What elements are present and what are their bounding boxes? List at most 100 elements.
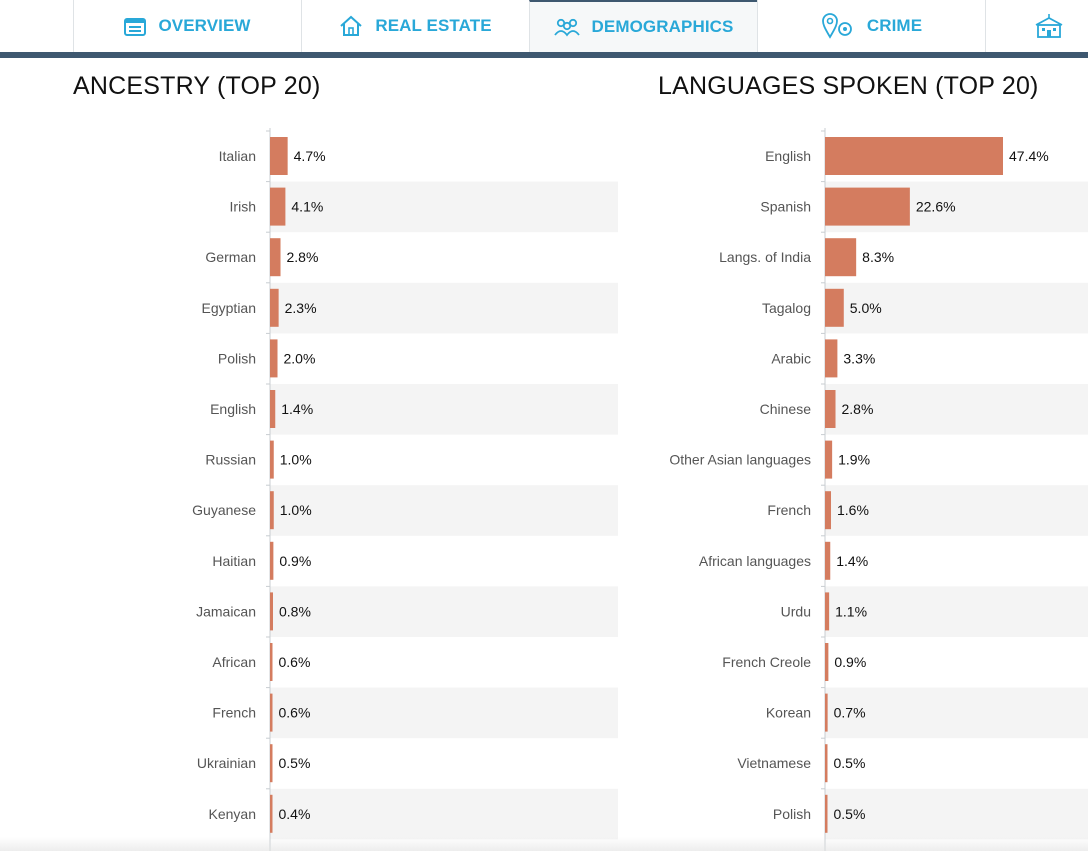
bar	[825, 693, 828, 732]
category-label: Urdu	[781, 603, 811, 619]
category-label: Haitian	[212, 553, 256, 569]
tab-crime-label: CRIME	[866, 16, 923, 35]
people-icon	[553, 18, 580, 37]
bar	[825, 440, 833, 479]
category-label: Polish	[218, 350, 256, 366]
row-stripe	[270, 687, 618, 739]
bar	[270, 440, 274, 479]
bar	[270, 592, 274, 631]
bar	[270, 187, 286, 226]
bar	[825, 288, 844, 327]
value-label: 1.1%	[835, 603, 867, 619]
bar	[270, 794, 273, 833]
tab-real-estate-label: REAL ESTATE	[375, 16, 492, 35]
category-label: French	[212, 705, 256, 721]
ancestry-title: ANCESTRY (TOP 20)	[73, 72, 321, 100]
value-label: 2.0%	[284, 350, 316, 366]
category-label: French Creole	[722, 654, 811, 670]
value-label: 0.6%	[279, 705, 311, 721]
value-label: 5.0%	[850, 300, 882, 316]
category-label: Guyanese	[192, 502, 256, 518]
ancestry-chart: Italian 4.7% Irish 4.1% German 2.8% Egyptian 2.…	[0, 128, 640, 851]
category-label: Irish	[230, 199, 256, 215]
tab-overview-label: OVERVIEW	[158, 16, 251, 35]
row-stripe	[825, 384, 1088, 435]
bar	[825, 339, 838, 378]
bar	[825, 744, 828, 783]
value-label: 4.1%	[291, 199, 323, 215]
bar	[270, 339, 278, 378]
bar	[825, 137, 1003, 175]
bar	[270, 643, 273, 681]
row-stripe	[270, 384, 618, 435]
category-label: Ukrainian	[197, 755, 256, 771]
value-label: 0.8%	[279, 603, 311, 619]
bar	[270, 238, 281, 277]
bar	[825, 491, 832, 530]
tab-real-estate[interactable]: REAL ESTATE	[301, 0, 529, 52]
value-label: 0.5%	[834, 806, 866, 822]
value-label: 0.5%	[279, 755, 311, 771]
value-label: 0.5%	[834, 755, 866, 771]
tab-demographics[interactable]: DEMOGRAPHICS	[529, 0, 757, 52]
row-stripe	[270, 282, 618, 334]
category-label: Spanish	[760, 199, 811, 215]
category-label: German	[205, 249, 256, 265]
category-label: Other Asian languages	[669, 452, 811, 468]
nav-underline-bar	[0, 52, 1088, 58]
bar	[825, 592, 830, 631]
bar	[270, 288, 279, 327]
value-label: 2.8%	[842, 401, 874, 417]
row-stripe	[825, 282, 1088, 334]
category-label: Langs. of India	[719, 249, 811, 265]
category-label: French	[767, 502, 811, 518]
value-label: 0.7%	[834, 705, 866, 721]
category-label: Polish	[773, 806, 811, 822]
category-label: African	[212, 654, 256, 670]
category-label: Chinese	[760, 401, 812, 417]
value-label: 1.0%	[280, 502, 312, 518]
house-icon	[340, 15, 362, 36]
top-nav: OVERVIEW REAL ESTATE DEMOGRAPHICS CRIME	[0, 0, 1088, 52]
row-stripe	[270, 586, 618, 637]
bar	[270, 137, 288, 175]
category-label: Tagalog	[762, 300, 811, 316]
bar	[825, 187, 910, 226]
value-label: 22.6%	[916, 199, 956, 215]
value-label: 0.6%	[279, 654, 311, 670]
category-label: Arabic	[771, 350, 811, 366]
category-label: Egyptian	[202, 300, 256, 316]
languages-title: LANGUAGES SPOKEN (TOP 20)	[658, 72, 1039, 100]
value-label: 3.3%	[843, 350, 875, 366]
row-stripe	[270, 788, 618, 840]
value-label: 4.7%	[294, 148, 326, 164]
row-stripe	[825, 687, 1088, 739]
category-label: Kenyan	[209, 806, 256, 822]
row-stripe	[825, 788, 1088, 840]
bar	[270, 541, 274, 580]
bar	[825, 390, 836, 428]
map-pin-icon	[821, 13, 852, 39]
row-stripe	[270, 181, 618, 233]
bar	[270, 744, 273, 783]
value-label: 0.9%	[279, 553, 311, 569]
school-icon	[1035, 14, 1063, 38]
bar	[270, 390, 276, 428]
languages-chart-svg: English 47.4% Spanish 22.6% Langs. of India 8…	[669, 128, 1088, 851]
tab-crime[interactable]: CRIME	[757, 0, 985, 52]
category-label: Vietnamese	[737, 755, 811, 771]
bar	[270, 693, 273, 732]
languages-chart: English 47.4% Spanish 22.6% Langs. of India 8…	[640, 128, 1088, 851]
row-stripe	[825, 485, 1088, 536]
value-label: 1.4%	[836, 553, 868, 569]
row-stripe	[270, 485, 618, 536]
tab-schools[interactable]	[985, 0, 1088, 52]
value-label: 8.3%	[862, 249, 894, 265]
value-label: 1.9%	[838, 452, 870, 468]
bar	[825, 643, 829, 681]
tab-overview[interactable]: OVERVIEW	[73, 0, 301, 52]
bar	[270, 491, 274, 530]
value-label: 2.3%	[285, 300, 317, 316]
ancestry-chart-svg: Italian 4.7% Irish 4.1% German 2.8% Egyptian 2.…	[192, 128, 618, 851]
value-label: 47.4%	[1009, 148, 1049, 164]
